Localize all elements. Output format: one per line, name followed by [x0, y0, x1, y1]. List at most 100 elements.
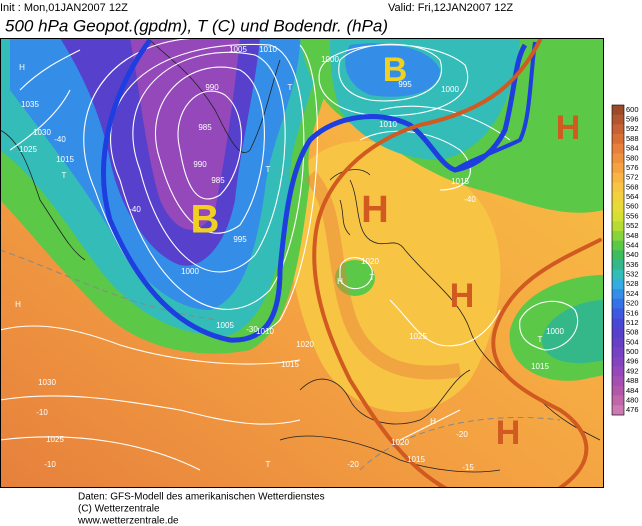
hand-letter: B	[191, 198, 220, 242]
colorbar-swatch	[612, 192, 624, 203]
colorbar-swatch	[612, 269, 624, 280]
isobars	[0, 38, 579, 471]
map-label: -40	[129, 205, 141, 214]
colorbar-swatch	[612, 221, 624, 232]
map-label: 1000	[321, 55, 339, 64]
colorbar-swatch	[612, 105, 624, 115]
colorbar-label: 572	[626, 173, 639, 182]
footer-copyright: (C) Wetterzentrale	[78, 504, 160, 515]
map-label: -20	[456, 430, 468, 439]
colorbar-swatch	[612, 395, 624, 406]
isobar	[359, 105, 511, 191]
map-label: 1000	[546, 327, 564, 336]
map-label: T	[62, 171, 67, 180]
init-time: Init : Mon,01JAN2007 12Z	[0, 2, 128, 14]
isobar	[389, 299, 501, 441]
north-low	[345, 43, 440, 97]
colorbar-label: 480	[626, 395, 639, 404]
colorbar-label: 476	[626, 405, 639, 414]
colorbar-label: 492	[626, 366, 639, 375]
isobar	[318, 43, 469, 117]
colorbar: 6005965925885845805765725685645605565525…	[611, 104, 639, 416]
map-label: -40	[464, 195, 476, 204]
colorbar-label: 584	[626, 144, 639, 153]
colorbar-swatch	[612, 385, 624, 396]
map-frame	[0, 38, 604, 488]
colorbar-swatch	[612, 182, 624, 193]
map-label: 1000	[441, 85, 459, 94]
map-label: H	[430, 417, 436, 426]
isobar	[132, 51, 286, 273]
hand-letter: H	[450, 277, 475, 315]
colorbar-label: 516	[626, 308, 639, 317]
colorbar-swatch	[612, 289, 624, 300]
colorbar-label: 540	[626, 250, 639, 259]
colorbar-swatch	[612, 250, 624, 261]
map-label: H	[15, 300, 21, 309]
colorbar-swatch	[612, 405, 624, 416]
map-label: 1005	[216, 321, 234, 330]
map-label: T	[538, 335, 543, 344]
colorbar-label: 488	[626, 376, 639, 385]
colorbar-swatch	[612, 308, 624, 319]
colorbar-label: 576	[626, 163, 639, 172]
colorbar-swatch	[612, 211, 624, 222]
colorbar-label: 496	[626, 357, 639, 366]
ridge-annotations	[312, 38, 602, 488]
map-label: 1025	[19, 145, 37, 154]
map-label: 1000	[181, 267, 199, 276]
colorbar-swatch	[612, 230, 624, 241]
colorbar-swatch	[612, 327, 624, 338]
colorbar-label: 596	[626, 115, 639, 124]
colorbar-label: 508	[626, 328, 639, 337]
ridge-shade	[304, 170, 462, 380]
map-label: 1015	[281, 360, 299, 369]
coastline	[149, 39, 281, 153]
hand-letter: H	[361, 189, 388, 231]
low-core	[130, 38, 240, 230]
colorbar-label: 544	[626, 240, 639, 249]
isobar	[110, 43, 305, 310]
map-label: 995	[398, 80, 412, 89]
map-label: -15	[462, 463, 474, 472]
map-label: 1010	[379, 120, 397, 129]
map-label: -10	[44, 460, 56, 469]
colorbar-swatch	[612, 298, 624, 309]
colorbar-label: 592	[626, 124, 639, 133]
colorbar-label: 556	[626, 211, 639, 220]
map: H 1035 1030 1025 1015 T 1005 1010 990 985 990 985 99…	[0, 38, 604, 488]
colorbar-label: 588	[626, 134, 639, 143]
isobar	[0, 49, 301, 365]
map-label: -20	[347, 460, 359, 469]
coastline	[279, 435, 501, 473]
colorbar-swatch	[612, 318, 624, 329]
map-label: 1030	[38, 378, 56, 387]
ridge-line	[312, 38, 542, 488]
isobar	[177, 90, 242, 200]
map-label: T	[288, 83, 293, 92]
colorbar-swatch	[612, 337, 624, 348]
colorbar-swatch	[612, 124, 624, 135]
colorbar-label: 484	[626, 386, 639, 395]
map-label: 1015	[56, 155, 74, 164]
hand-letter: H	[556, 109, 581, 147]
map-label: -40	[54, 135, 66, 144]
colorbar-label: 568	[626, 182, 639, 191]
map-label: -30	[246, 325, 258, 334]
hand-letter: B	[383, 51, 408, 89]
colorbar-label: 564	[626, 192, 639, 201]
map-label: H	[19, 63, 25, 72]
map-label: 1030	[33, 128, 51, 137]
isobar	[339, 257, 373, 290]
colorbar-label: 524	[626, 289, 639, 298]
map-label: 1015	[531, 362, 549, 371]
isobar	[0, 395, 301, 471]
colorbar-label: 552	[626, 221, 639, 230]
colorbar-swatch	[612, 153, 624, 164]
colorbar-label: 580	[626, 153, 639, 162]
map-labels: H 1035 1030 1025 1015 T 1005 1010 990 985 990 985 99…	[15, 45, 564, 472]
colorbar-label: 500	[626, 347, 639, 356]
colorbar-swatch	[612, 143, 624, 154]
colorbar-swatch	[612, 279, 624, 290]
